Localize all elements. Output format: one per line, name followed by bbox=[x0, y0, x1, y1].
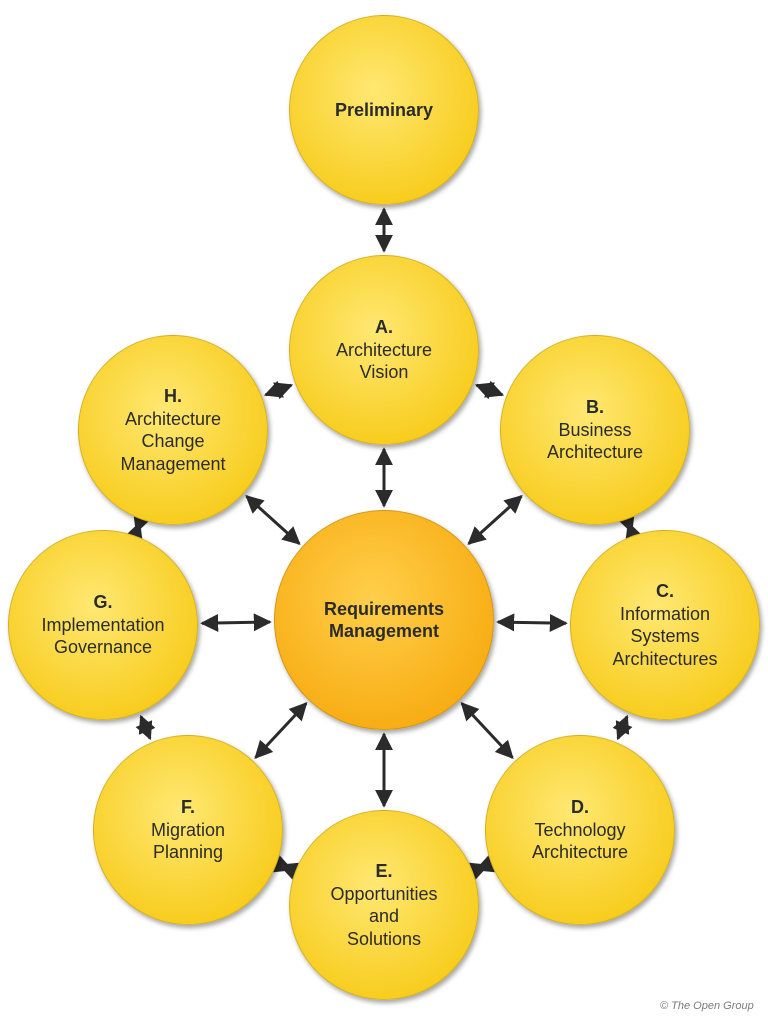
diagram-stage: Preliminary A.ArchitectureVision B.Busines… bbox=[0, 0, 768, 1021]
node-center: RequirementsManagement bbox=[274, 510, 494, 730]
node-label: G.ImplementationGovernance bbox=[35, 585, 170, 665]
node-label: D.TechnologyArchitecture bbox=[526, 790, 634, 870]
edge-B-C bbox=[628, 523, 631, 532]
edge-A-B bbox=[477, 385, 503, 395]
node-label: Preliminary bbox=[329, 93, 439, 128]
node-label: B.BusinessArchitecture bbox=[541, 390, 649, 470]
edge-G-center bbox=[202, 622, 270, 623]
edge-G-H bbox=[136, 523, 139, 532]
edge-H-A bbox=[266, 385, 292, 395]
node-label: F.MigrationPlanning bbox=[145, 790, 231, 870]
edge-B-center bbox=[469, 496, 522, 543]
node-f: F.MigrationPlanning bbox=[93, 735, 283, 925]
node-c: C.InformationSystemsArchitectures bbox=[570, 530, 760, 720]
node-label: C.InformationSystemsArchitectures bbox=[606, 574, 723, 676]
node-d: D.TechnologyArchitecture bbox=[485, 735, 675, 925]
edge-D-center bbox=[462, 703, 513, 757]
node-label: E.OpportunitiesandSolutions bbox=[324, 854, 443, 956]
node-e: E.OpportunitiesandSolutions bbox=[289, 810, 479, 1000]
node-b: B.BusinessArchitecture bbox=[500, 335, 690, 525]
edge-F-G bbox=[141, 716, 150, 738]
edge-C-center bbox=[498, 622, 566, 623]
node-h: H.ArchitectureChangeManagement bbox=[78, 335, 268, 525]
edge-C-D bbox=[618, 716, 627, 738]
edge-D-E bbox=[476, 865, 487, 869]
edge-E-F bbox=[280, 865, 291, 869]
edge-F-center bbox=[256, 703, 307, 757]
node-label: H.ArchitectureChangeManagement bbox=[114, 379, 231, 481]
node-a: A.ArchitectureVision bbox=[289, 255, 479, 445]
edge-H-center bbox=[247, 496, 300, 543]
node-g: G.ImplementationGovernance bbox=[8, 530, 198, 720]
attribution-text: © The Open Group bbox=[660, 1000, 754, 1012]
node-preliminary: Preliminary bbox=[289, 15, 479, 205]
node-label: A.ArchitectureVision bbox=[330, 310, 438, 390]
node-label: RequirementsManagement bbox=[318, 592, 450, 649]
